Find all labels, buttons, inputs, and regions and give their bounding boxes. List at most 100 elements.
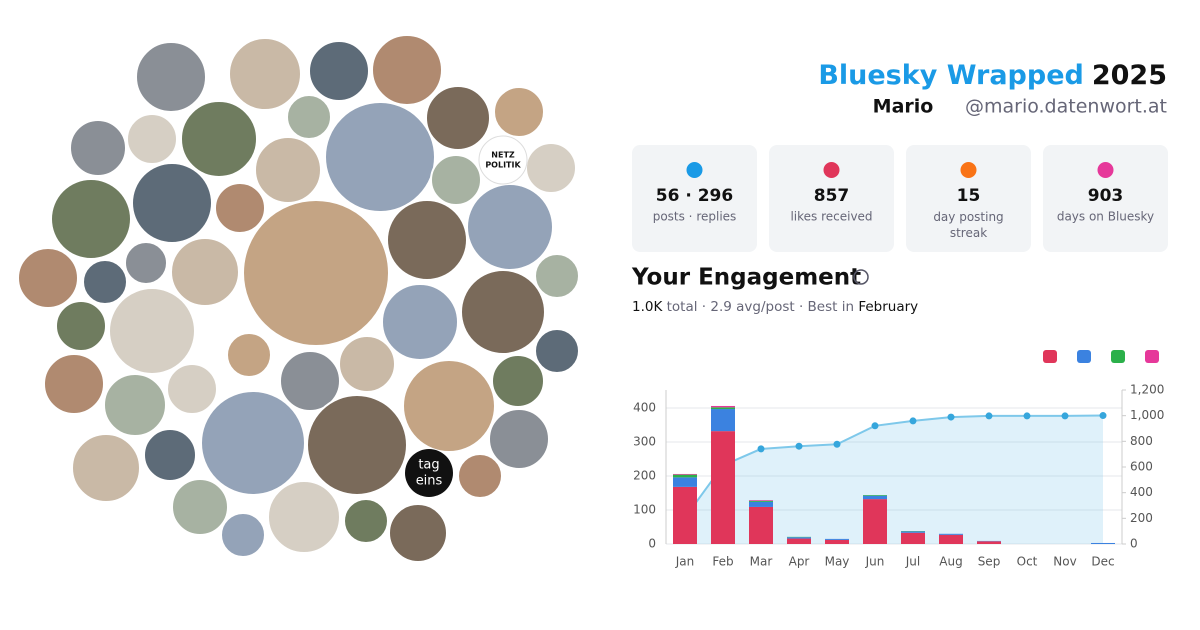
avatar-text: tag bbox=[418, 458, 439, 473]
y-tick-label: 300 bbox=[633, 435, 656, 449]
bar-segment bbox=[825, 539, 849, 544]
avatar bbox=[491, 354, 545, 408]
stat-label: days on Bluesky bbox=[1057, 210, 1154, 224]
y-tick-label: 200 bbox=[633, 469, 656, 483]
line-point bbox=[909, 417, 917, 425]
bar-segment bbox=[711, 405, 735, 408]
avatar bbox=[170, 237, 240, 307]
avatar bbox=[143, 428, 197, 482]
y-tick-label: 0 bbox=[648, 537, 656, 551]
avatar bbox=[55, 300, 107, 352]
avatar bbox=[220, 512, 266, 558]
x-tick-label: Jun bbox=[865, 555, 885, 569]
avatar bbox=[457, 453, 503, 499]
stat-label-line: streak bbox=[950, 226, 987, 240]
bar-segment bbox=[863, 495, 887, 496]
stat-label: likes received bbox=[790, 210, 872, 224]
stat-label: posts · replies bbox=[653, 210, 737, 224]
avatar bbox=[381, 283, 459, 361]
stat-label-line: day posting bbox=[933, 210, 1003, 224]
bar-segment bbox=[939, 533, 963, 535]
bar-segment bbox=[749, 500, 773, 501]
avatar bbox=[226, 332, 272, 378]
stat-label: day posting streak bbox=[933, 210, 1003, 240]
stat-value: 903 bbox=[1088, 186, 1124, 206]
x-tick-label: Jan bbox=[675, 555, 695, 569]
line-point bbox=[947, 413, 955, 421]
line-point bbox=[871, 422, 879, 430]
stat-icon bbox=[1097, 162, 1114, 178]
user-name: Mario bbox=[873, 96, 934, 118]
y2-tick-label: 1,200 bbox=[1130, 383, 1164, 397]
x-tick-label: Mar bbox=[750, 555, 773, 569]
avatar bbox=[324, 101, 436, 213]
line-point bbox=[833, 440, 841, 448]
avatar-text: POLITIK bbox=[485, 161, 521, 170]
bar-segment bbox=[711, 431, 735, 544]
x-tick-label: Aug bbox=[939, 555, 962, 569]
legend-icon bbox=[1077, 350, 1091, 363]
bar-segment bbox=[939, 534, 963, 544]
avatar bbox=[135, 41, 207, 113]
bar-segment bbox=[711, 409, 735, 432]
summary: 1.0K total · 2.9 avg/post · Best in Febr… bbox=[632, 299, 918, 315]
avatar bbox=[254, 136, 322, 204]
avatar bbox=[525, 142, 577, 194]
avatar bbox=[279, 350, 341, 412]
stat-value: 15 bbox=[957, 186, 981, 206]
stat-card bbox=[632, 145, 757, 252]
stat-icon bbox=[960, 162, 977, 178]
avatar bbox=[343, 498, 389, 544]
avatar bbox=[124, 241, 168, 285]
x-tick-label: Oct bbox=[1017, 555, 1038, 569]
bar-segment bbox=[863, 499, 887, 544]
avatar bbox=[338, 335, 396, 393]
bar-segment bbox=[673, 473, 697, 475]
avatar bbox=[228, 37, 302, 111]
line-point bbox=[1099, 412, 1107, 420]
bar-segment bbox=[711, 407, 735, 410]
y2-tick-label: 400 bbox=[1130, 485, 1153, 499]
bar-segment bbox=[863, 495, 887, 500]
summary-mid: total · 2.9 avg/post · Best in bbox=[667, 299, 854, 315]
avatar bbox=[200, 390, 306, 496]
x-tick-label: Jul bbox=[905, 555, 920, 569]
avatar bbox=[466, 183, 554, 271]
y2-tick-label: 600 bbox=[1130, 460, 1153, 474]
y2-tick-label: 200 bbox=[1130, 511, 1153, 525]
section-title: Your Engagement bbox=[631, 265, 861, 291]
avatar bbox=[126, 113, 178, 165]
avatar bbox=[493, 86, 545, 138]
avatar bbox=[103, 373, 167, 437]
y-tick-label: 400 bbox=[633, 401, 656, 415]
line-point bbox=[1061, 412, 1069, 420]
stat-icon bbox=[823, 162, 840, 178]
avatar bbox=[214, 182, 266, 234]
bar-segment bbox=[1091, 542, 1115, 544]
avatar-text: NETZ bbox=[491, 151, 515, 160]
avatar bbox=[534, 328, 580, 374]
best-month: February bbox=[858, 299, 918, 315]
avatar bbox=[430, 154, 482, 206]
bar-segment bbox=[977, 541, 1001, 544]
stat-value: 56 · 296 bbox=[656, 186, 733, 206]
avatar bbox=[43, 353, 105, 415]
year: 2025 bbox=[1092, 60, 1167, 91]
avatar bbox=[242, 199, 390, 347]
avatar bbox=[308, 40, 370, 102]
avatar bbox=[69, 119, 127, 177]
avatar bbox=[267, 480, 341, 554]
avatar bbox=[425, 85, 491, 151]
info-icon[interactable] bbox=[853, 269, 869, 285]
bar-segment bbox=[673, 474, 697, 478]
avatar-tageins bbox=[405, 449, 453, 497]
y-tick-label: 100 bbox=[633, 503, 656, 517]
bar-segment bbox=[825, 538, 849, 540]
x-tick-label: Dec bbox=[1091, 555, 1114, 569]
line-point bbox=[757, 445, 765, 453]
bar-segment bbox=[787, 538, 811, 544]
legend-icon bbox=[1043, 350, 1057, 363]
wrapped-title: Bluesky Wrapped 2025 bbox=[818, 60, 1167, 91]
